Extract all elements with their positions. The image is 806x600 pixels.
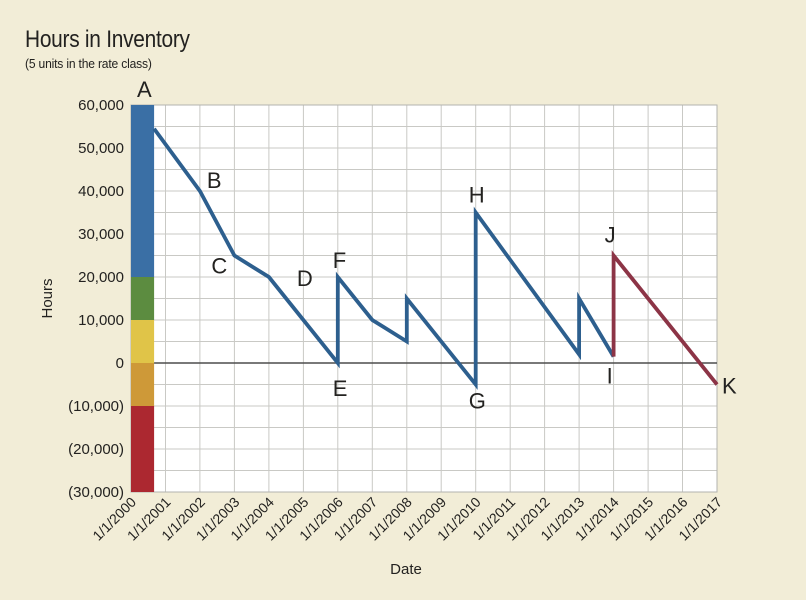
zone-yellow — [131, 320, 155, 363]
zone-red — [131, 406, 155, 492]
y-tick-label: 10,000 — [78, 312, 124, 329]
actual-hours-line — [152, 127, 616, 390]
zone-blue — [131, 105, 155, 277]
point-label-c: C — [211, 254, 227, 279]
point-labels: A B C D E F G H I J K — [137, 77, 737, 414]
y-tick-label: 0 — [116, 355, 124, 372]
y-tick-label: (10,000) — [68, 398, 124, 415]
point-label-a: A — [137, 77, 152, 102]
y-tick-label: 40,000 — [78, 183, 124, 200]
rate-zone-bar — [131, 105, 155, 492]
point-label-f: F — [333, 248, 346, 273]
point-label-g: G — [469, 389, 486, 414]
point-label-j: J — [605, 223, 616, 248]
x-axis-title: Date — [390, 561, 422, 578]
y-tick-label: 30,000 — [78, 226, 124, 243]
grid-lines — [130, 104, 718, 493]
y-tick-label: 20,000 — [78, 269, 124, 286]
point-label-b: B — [207, 168, 222, 193]
point-label-d: D — [297, 266, 313, 291]
point-label-i: I — [607, 364, 613, 389]
zone-amber — [131, 363, 155, 406]
x-axis-tick-labels: 1/1/20001/1/20011/1/20021/1/20031/1/2004… — [89, 494, 725, 544]
y-axis-tick-labels: 60,000 50,000 40,000 30,000 20,000 10,000 0 (10… — [68, 97, 124, 501]
chart-subtitle: (5 units in the rate class) — [25, 56, 152, 71]
point-label-h: H — [469, 183, 485, 208]
point-label-e: E — [333, 376, 348, 401]
chart-title: Hours in Inventory — [25, 26, 190, 53]
y-axis-title: Hours — [39, 278, 56, 318]
y-tick-label: 50,000 — [78, 140, 124, 157]
y-tick-label: (20,000) — [68, 441, 124, 458]
y-tick-label: 60,000 — [78, 97, 124, 114]
projected-hours-line — [611, 250, 719, 386]
point-label-k: K — [722, 374, 737, 399]
zone-green — [131, 277, 155, 320]
figure-header: Hours in Inventory (5 units in the rate … — [25, 26, 214, 71]
y-tick-label: (30,000) — [68, 484, 124, 501]
